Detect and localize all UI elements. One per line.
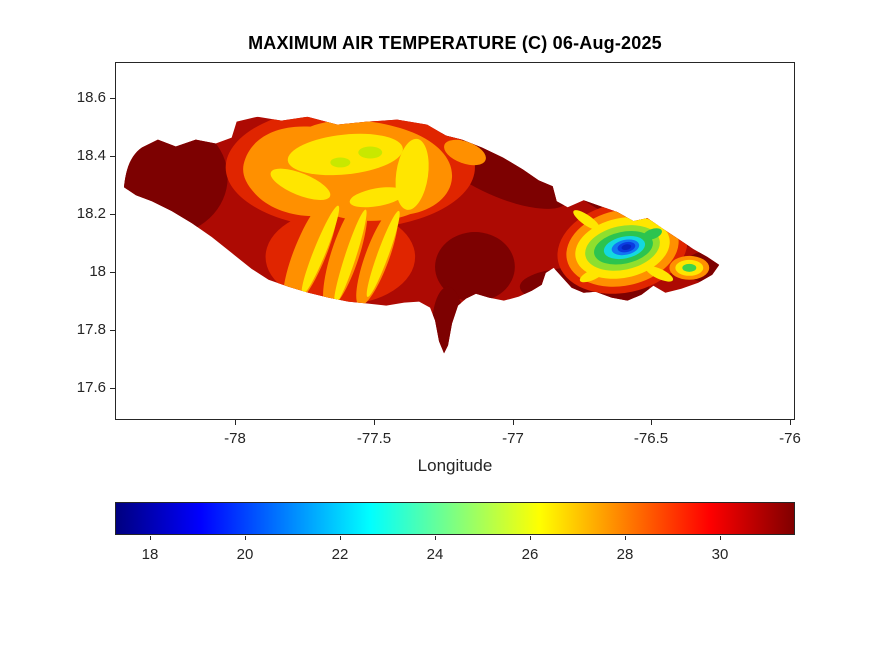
east-green-spot [682,263,697,272]
island-regions [123,116,720,354]
yellow-band-nw [287,133,403,176]
north-coast-orange-pocket [444,139,486,166]
y-tick-label: 17.8 [76,321,106,338]
yellow-tongue-1 [301,205,340,295]
y-tick-mark [110,214,115,215]
south-central-hot-patch [435,232,515,302]
colorbar-tick-label: 26 [521,546,539,563]
colorbar-tick-mark [340,536,341,540]
y-tick-mark [110,272,115,273]
x-axis-label: Longitude [417,456,493,475]
colorbar-tick-mark [435,536,436,540]
colorbar-tick-label: 20 [236,546,254,563]
jamaica-temperature-map [123,116,720,354]
colorbar-tick-label: 22 [331,546,349,563]
y-tick-label: 18.2 [76,205,106,222]
bm-green-streak-ne [642,228,662,240]
x-tick-label: -76 [779,430,801,447]
y-tick-label: 18.4 [76,147,106,164]
bm-yellow-filament-nw [573,210,600,231]
x-tick-mark [374,420,375,425]
y-tick-label: 18.6 [76,89,106,106]
colorbar-tick-label: 18 [141,546,159,563]
yellow-tongue-2 [334,209,367,305]
x-tick-label: -76.5 [633,430,669,447]
x-tick-mark [651,420,652,425]
colorbar-jet [115,502,795,535]
colorbar-tick-mark [150,536,151,540]
colorbar-tick-label: 28 [616,546,634,563]
y-tick-mark [110,388,115,389]
yellow-green-speck-1 [358,146,383,159]
x-tick-mark [235,420,236,425]
blue-mountains-cool-core [575,217,704,279]
colorbar-tick-mark [720,536,721,540]
yellow-streak-c [349,187,405,208]
y-tick-mark [110,156,115,157]
y-tick-mark [110,98,115,99]
x-tick-label: -77.5 [356,430,392,447]
y-tick-label: 18 [89,263,106,280]
y-tick-mark [110,330,115,331]
orange-tongue-west [282,194,338,310]
bm-yellow-filament-se [645,266,674,282]
colorbar-tick-mark [245,536,246,540]
x-tick-label: -77 [502,430,524,447]
colorbar-tick-label: 30 [711,546,729,563]
colorbar-tick-mark [530,536,531,540]
y-tick-label: 17.6 [76,379,106,396]
yellow-green-speck-2 [330,157,351,168]
colorbar-tick-mark [625,536,626,540]
x-tick-mark [790,420,791,425]
yellow-streak-w [270,168,331,200]
yellow-tongue-3 [366,210,400,297]
bm-darkblue-core [621,244,632,251]
plot-area [115,62,795,420]
chart-title: MAXIMUM AIR TEMPERATURE (C) 06-Aug-2025 [248,33,662,53]
x-tick-label: -78 [224,430,246,447]
peninsula-hot-patch [432,286,464,354]
yellow-mild-regions [270,133,675,305]
colorbar-tick-label: 24 [426,546,444,563]
x-tick-mark [513,420,514,425]
